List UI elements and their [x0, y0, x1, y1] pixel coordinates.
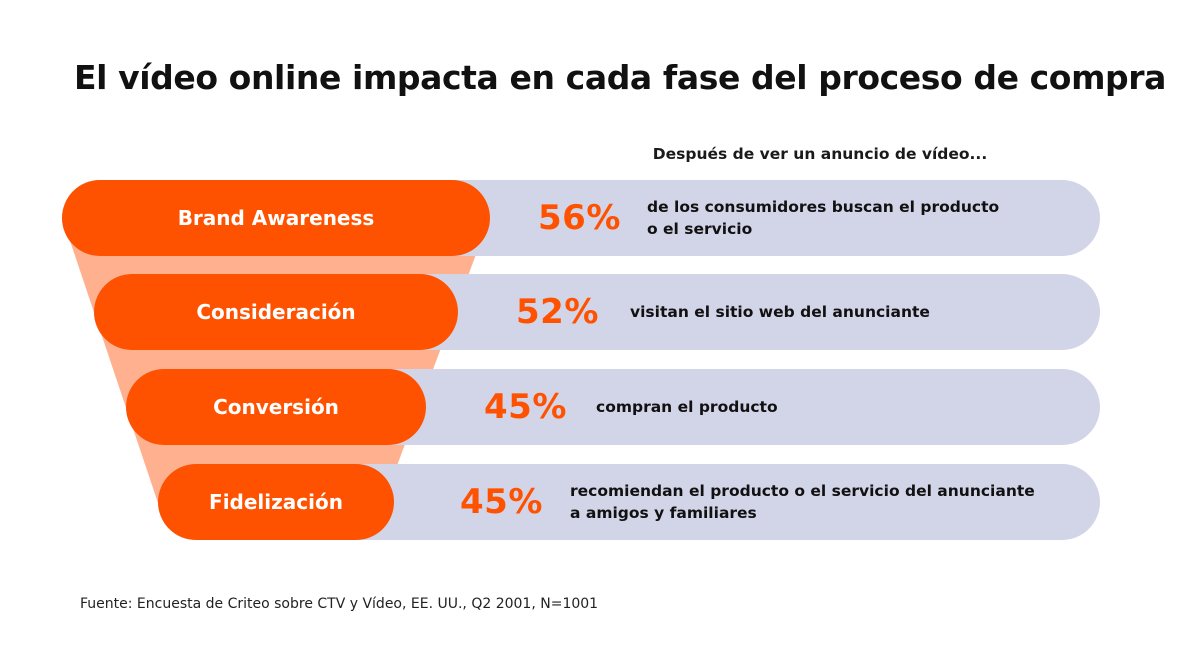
stage-brand-awareness: Brand Awareness 56% de los consumidores …	[62, 180, 1100, 256]
stage-label: Brand Awareness	[62, 180, 490, 256]
stage-consideracion: Consideración 52% visitan el sitio web d…	[94, 274, 1100, 350]
stage-percent: 52%	[516, 292, 599, 332]
stage-label: Consideración	[94, 274, 458, 350]
stage-conversion: Conversión 45% compran el producto	[126, 369, 1100, 445]
page-title: El vídeo online impacta en cada fase del…	[73, 58, 1167, 97]
stage-description: recomiendan el producto o el servicio de…	[570, 482, 1035, 522]
stage-label: Fidelización	[158, 464, 394, 540]
stage-percent: 45%	[484, 387, 567, 427]
source-note: Fuente: Encuesta de Criteo sobre CTV y V…	[80, 596, 599, 612]
stage-description: compran el producto	[596, 398, 778, 416]
stage-description: visitan el sitio web del anunciante	[630, 303, 930, 321]
stage-fidelizacion: Fidelización 45% recomiendan el producto…	[158, 464, 1100, 540]
stage-percent: 56%	[538, 198, 621, 238]
stage-label: Conversión	[126, 369, 426, 445]
funnel-body	[62, 217, 490, 503]
stage-percent: 45%	[460, 482, 543, 522]
subtitle: Después de ver un anuncio de vídeo...	[652, 145, 988, 163]
stage-description: de los consumidores buscan el producto o…	[647, 198, 1000, 238]
